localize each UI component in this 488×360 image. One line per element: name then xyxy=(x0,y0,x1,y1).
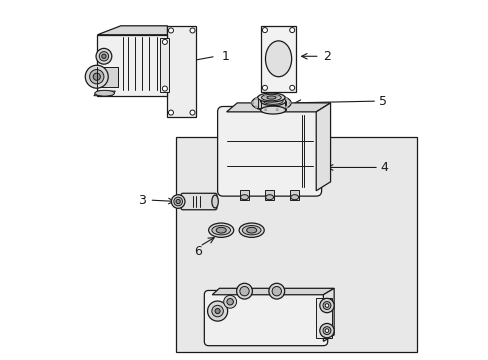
FancyBboxPatch shape xyxy=(217,107,321,196)
Polygon shape xyxy=(97,26,167,35)
Circle shape xyxy=(96,48,112,64)
Text: 1: 1 xyxy=(221,50,228,63)
Polygon shape xyxy=(316,103,330,191)
Polygon shape xyxy=(97,35,167,96)
Circle shape xyxy=(325,304,328,307)
Text: 3: 3 xyxy=(138,194,145,207)
Ellipse shape xyxy=(266,96,275,99)
Circle shape xyxy=(323,327,330,334)
FancyBboxPatch shape xyxy=(181,193,217,210)
FancyBboxPatch shape xyxy=(204,291,327,346)
Text: 5: 5 xyxy=(378,95,386,108)
Ellipse shape xyxy=(260,106,285,114)
Ellipse shape xyxy=(263,98,283,104)
Polygon shape xyxy=(226,103,330,112)
Circle shape xyxy=(319,298,333,313)
Circle shape xyxy=(319,323,333,338)
Ellipse shape xyxy=(265,195,273,200)
Circle shape xyxy=(325,329,328,332)
Circle shape xyxy=(276,109,278,111)
Circle shape xyxy=(190,28,195,33)
Circle shape xyxy=(268,283,284,299)
Ellipse shape xyxy=(242,226,261,235)
Circle shape xyxy=(255,98,257,100)
Ellipse shape xyxy=(211,195,218,208)
Text: 2: 2 xyxy=(323,50,330,63)
Circle shape xyxy=(102,54,106,58)
Circle shape xyxy=(162,40,167,44)
Circle shape xyxy=(89,69,104,84)
Circle shape xyxy=(226,298,233,305)
Bar xyxy=(316,298,332,338)
Circle shape xyxy=(223,295,236,308)
Circle shape xyxy=(289,28,294,33)
Circle shape xyxy=(211,305,223,317)
Circle shape xyxy=(236,283,252,299)
Ellipse shape xyxy=(251,95,290,111)
Circle shape xyxy=(262,28,267,33)
Circle shape xyxy=(93,73,100,80)
Polygon shape xyxy=(323,288,333,341)
Ellipse shape xyxy=(95,90,114,96)
Ellipse shape xyxy=(257,93,285,102)
Circle shape xyxy=(255,106,257,108)
Text: 6: 6 xyxy=(194,245,202,258)
Circle shape xyxy=(289,85,294,90)
Circle shape xyxy=(276,95,278,97)
Circle shape xyxy=(264,109,266,111)
Bar xyxy=(265,190,273,200)
Polygon shape xyxy=(94,91,115,96)
Circle shape xyxy=(168,28,173,33)
Polygon shape xyxy=(260,26,296,92)
Bar xyxy=(97,67,118,87)
Ellipse shape xyxy=(246,227,256,233)
Circle shape xyxy=(262,85,267,90)
Ellipse shape xyxy=(176,199,180,204)
Circle shape xyxy=(285,106,287,108)
Ellipse shape xyxy=(208,223,233,237)
Circle shape xyxy=(285,98,287,100)
Polygon shape xyxy=(212,288,333,295)
Polygon shape xyxy=(121,26,169,35)
Circle shape xyxy=(215,309,220,314)
Circle shape xyxy=(271,287,281,296)
Ellipse shape xyxy=(211,226,230,235)
Circle shape xyxy=(190,110,195,115)
Circle shape xyxy=(85,65,108,88)
Bar xyxy=(290,190,298,200)
Circle shape xyxy=(207,301,227,321)
Circle shape xyxy=(162,86,167,91)
Circle shape xyxy=(323,302,330,310)
Circle shape xyxy=(168,110,173,115)
Bar xyxy=(257,98,285,108)
Ellipse shape xyxy=(265,41,291,77)
Circle shape xyxy=(288,102,290,104)
Ellipse shape xyxy=(290,195,298,200)
Ellipse shape xyxy=(216,227,226,233)
Ellipse shape xyxy=(260,96,285,105)
Bar xyxy=(176,137,416,352)
Ellipse shape xyxy=(261,94,281,101)
Polygon shape xyxy=(167,26,196,117)
Ellipse shape xyxy=(239,223,264,237)
Bar xyxy=(240,190,248,200)
Ellipse shape xyxy=(171,195,184,208)
Polygon shape xyxy=(160,39,169,92)
Circle shape xyxy=(251,102,253,104)
Circle shape xyxy=(99,51,108,61)
Text: 4: 4 xyxy=(380,161,388,174)
Circle shape xyxy=(264,95,266,97)
Circle shape xyxy=(239,287,249,296)
Ellipse shape xyxy=(240,195,248,200)
Ellipse shape xyxy=(174,197,182,206)
